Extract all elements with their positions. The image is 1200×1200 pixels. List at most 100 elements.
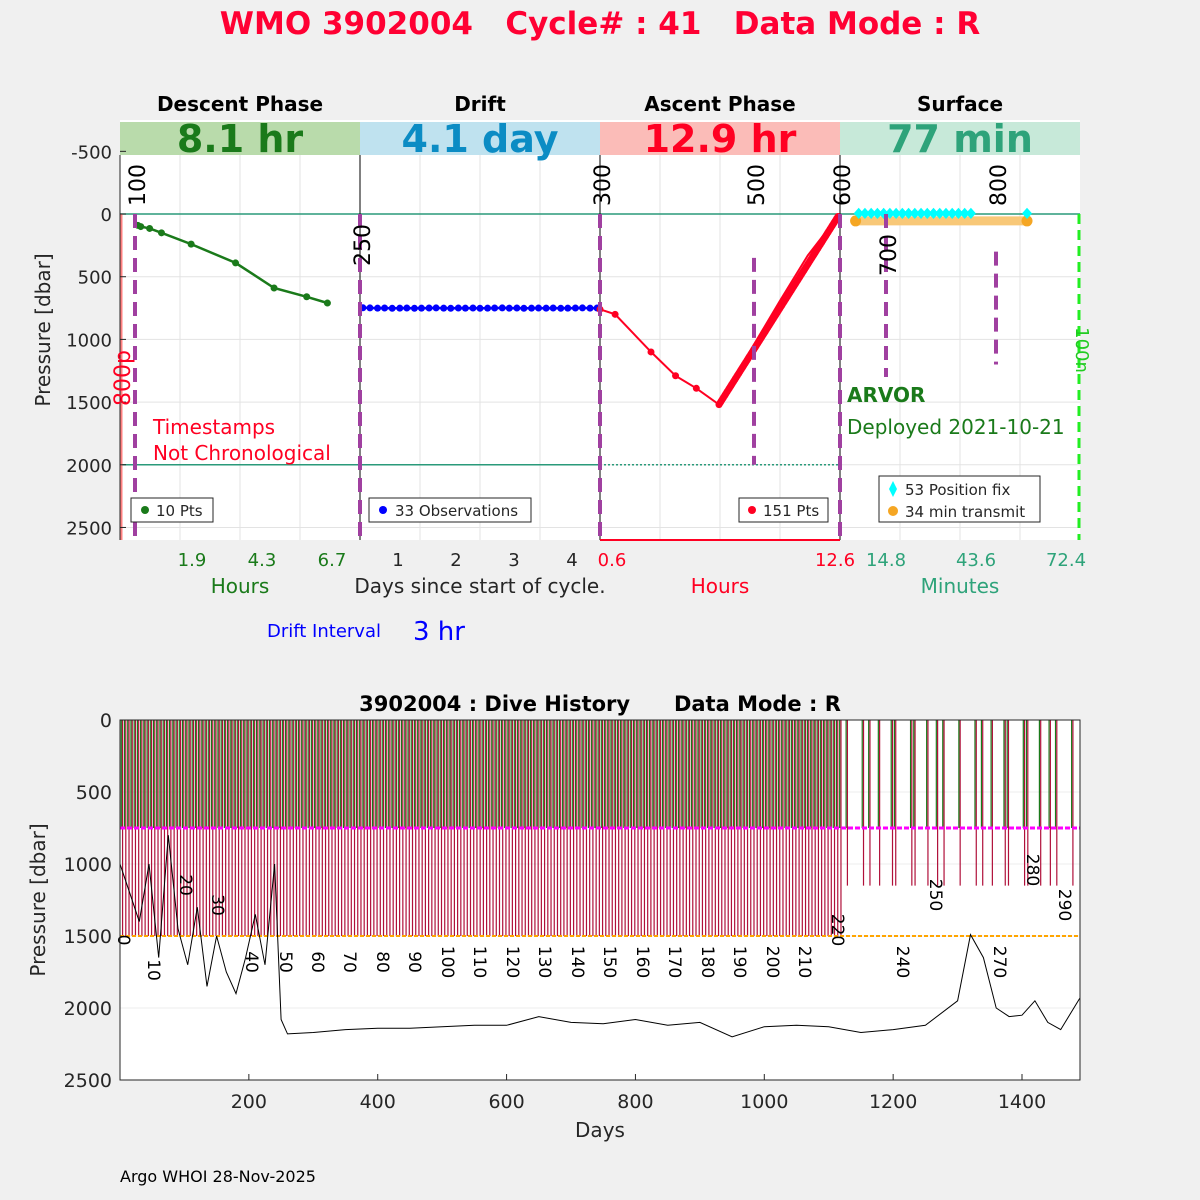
drift-point <box>491 304 499 312</box>
drift-point <box>440 304 448 312</box>
cycle-marker-label: 800 <box>987 164 1012 206</box>
top-y-tick-label: 2500 <box>66 518 112 539</box>
drift-interval-label: Drift Interval <box>267 621 381 642</box>
position-fix-marker <box>903 207 914 220</box>
drift-interval-value: 3 hr <box>413 617 465 647</box>
bottom-y-axis-label: Pressure [dbar] <box>26 823 50 976</box>
bottom-x-tick-label: 1400 <box>998 1091 1046 1113</box>
phase-duration: 77 min <box>887 117 1033 161</box>
bottom-x-tick-label: 1000 <box>740 1091 788 1113</box>
drift-point <box>571 304 579 312</box>
drift-point <box>425 304 433 312</box>
top-x-axis-label: Days since start of cycle. <box>354 574 605 598</box>
bottom-x-axis-label: Days <box>575 1118 625 1142</box>
phase-unit-label: Minutes <box>921 574 1000 598</box>
drift-point <box>381 304 389 312</box>
top-x-tick-label: 72.4 <box>1046 550 1086 571</box>
descent-point <box>157 229 165 237</box>
cycle-marker-label: 700 <box>877 234 902 276</box>
phase-title: Descent Phase <box>157 92 323 116</box>
drift-point <box>520 304 528 312</box>
top-x-tick-label: 14.8 <box>866 550 906 571</box>
cycle-number-label: 160 <box>632 946 652 978</box>
phase-duration-band <box>120 122 360 155</box>
bottom-x-tick-label: 200 <box>231 1091 267 1113</box>
drift-point <box>396 304 404 312</box>
drift-point <box>417 304 425 312</box>
drift-point <box>542 304 550 312</box>
phase-duration-band <box>600 122 840 155</box>
cycle-marker-label: 600 <box>831 164 856 206</box>
top-x-tick-label: 2 <box>450 550 461 571</box>
phase-title: Ascent Phase <box>644 92 795 116</box>
ascent-point <box>672 372 680 380</box>
top-y-tick-label: -500 <box>71 142 112 163</box>
cycle-number-label: 210 <box>794 946 814 978</box>
bottom-y-tick-label: 1500 <box>64 926 112 948</box>
position-fix-marker <box>853 207 864 220</box>
warning-line-1: Timestamps <box>152 415 275 439</box>
surface-legend-tx-text: 34 min transmit <box>905 503 1025 521</box>
cycle-number-label: 130 <box>534 946 554 978</box>
cycle-number-label: 0 <box>113 935 133 946</box>
drift-point <box>447 304 455 312</box>
top-y-tick-label: 500 <box>78 268 112 289</box>
cycle-number-label: 110 <box>469 946 489 978</box>
top-y-tick-label: 1000 <box>66 330 112 351</box>
drift-point <box>513 304 521 312</box>
bottom-x-tick-label: 400 <box>360 1091 396 1113</box>
position-fix-marker <box>872 207 883 220</box>
drift-point <box>564 304 572 312</box>
top-x-tick-label: 3 <box>508 550 519 571</box>
drift-point <box>469 304 477 312</box>
ascent-point <box>692 384 700 392</box>
surface-legend-fix-text: 53 Position fix <box>905 481 1010 499</box>
cycle-number-label: 90 <box>404 951 424 973</box>
ascent-point <box>647 348 655 356</box>
drift-point <box>461 304 469 312</box>
drift-point <box>528 304 536 312</box>
cycle-number-label: 270 <box>989 946 1009 978</box>
drift-legend-text: 33 Observations <box>395 502 518 520</box>
cycle-number-label: 50 <box>275 951 295 973</box>
drift-point <box>505 304 513 312</box>
footer-credit: Argo WHOI 28-Nov-2025 <box>120 1167 316 1186</box>
bottom-y-tick-label: 2500 <box>64 1070 112 1092</box>
cycle-number-label: 240 <box>892 946 912 978</box>
cycle-number-label: 70 <box>339 951 359 973</box>
top-x-tick-label: 1 <box>392 550 403 571</box>
deployed-label: Deployed 2021-10-21 <box>847 415 1065 439</box>
float-type-label: ARVOR <box>847 383 925 407</box>
dive-history-title: 3902004 : Dive History Data Mode : R <box>359 692 841 716</box>
top-x-tick-label: 4 <box>566 550 577 571</box>
top-y-tick-label: 0 <box>101 205 112 226</box>
top-y-axis-label: Pressure [dbar] <box>31 253 55 406</box>
descent-point <box>232 259 240 267</box>
cycle-number-label: 200 <box>762 946 782 978</box>
position-fix-marker <box>897 207 908 220</box>
dive-history-plot: 3902004 : Dive History Data Mode : R 0 10… <box>26 692 1081 1142</box>
cycle-number-label: 60 <box>307 951 327 973</box>
drift-point <box>374 304 382 312</box>
cycle-number-label: 170 <box>664 946 684 978</box>
cycle-number-label: 290 <box>1054 889 1074 921</box>
phase-duration: 12.9 hr <box>644 117 797 161</box>
top-y-tick-label: 2000 <box>66 456 112 477</box>
cycle-marker-label: 250 <box>351 224 376 266</box>
position-fix-marker <box>916 207 927 220</box>
cycle-number-label: 80 <box>372 951 392 973</box>
ascent-legend: 151 Pts <box>738 497 829 523</box>
top-x-tick-label: 6.7 <box>318 550 347 571</box>
position-fix-marker <box>934 207 945 220</box>
drift-point <box>432 304 440 312</box>
cycle-marker-label: 500 <box>745 164 770 206</box>
phase-unit-label: Hours <box>691 574 750 598</box>
warning-line-2: Not Chronological <box>153 441 331 465</box>
cycle-marker-label: 100 <box>126 164 151 206</box>
drift-legend: 33 Observations <box>368 497 532 523</box>
phase-title: Surface <box>917 92 1003 116</box>
left-side-label: 800p <box>111 350 136 406</box>
drift-point <box>484 304 492 312</box>
